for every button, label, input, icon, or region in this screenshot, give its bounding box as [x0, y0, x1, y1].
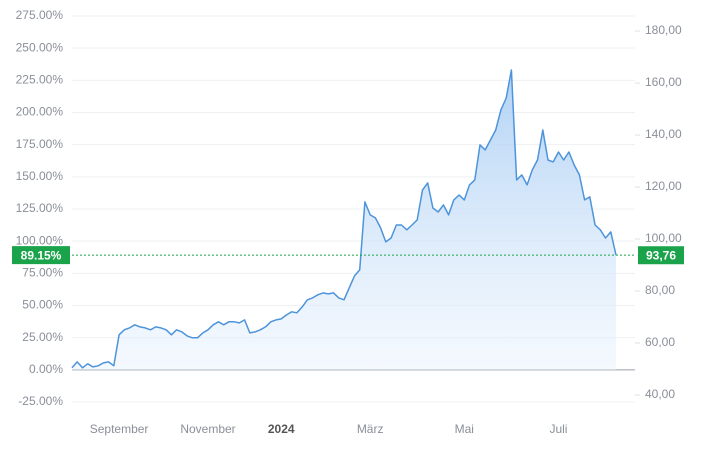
area — [72, 70, 616, 370]
y-tick-label: 275.00% — [16, 8, 64, 22]
y2-tick-label: 40,00 — [645, 387, 675, 401]
y-tick-label: 125.00% — [16, 201, 64, 215]
y-tick-label: 0.00% — [29, 362, 63, 376]
y-tick-label: 25.00% — [22, 330, 63, 344]
y2-tick-label: 180,00 — [645, 23, 682, 37]
x-tick-label: November — [180, 422, 235, 436]
y-tick-label: -25.00% — [18, 394, 63, 408]
last-change-label: 89.15% — [21, 248, 62, 262]
y2-tick-label: 60,00 — [645, 335, 675, 349]
x-tick-label: Mai — [455, 422, 474, 436]
line — [71, 69, 617, 369]
x-tick-label: Juli — [549, 422, 567, 436]
y-tick-label: 50.00% — [22, 298, 63, 312]
y2-tick-label: 100,00 — [645, 231, 682, 245]
y2-tick-label: 120,00 — [645, 179, 682, 193]
last-change-badge — [12, 246, 70, 265]
y-tick-label: 150.00% — [16, 169, 64, 183]
y-tick-label: 225.00% — [16, 73, 64, 87]
x-tick-label: September — [90, 422, 149, 436]
y-tick-label: 75.00% — [22, 266, 63, 280]
last-price-label: 93,76 — [646, 248, 676, 262]
x-tick-label: März — [357, 422, 384, 436]
x-tick-label: 2024 — [268, 422, 295, 436]
y2-tick-label: 160,00 — [645, 75, 682, 89]
y-tick-label: 200.00% — [16, 105, 64, 119]
y2-tick-label: 80,00 — [645, 283, 675, 297]
y-tick-label: 100.00% — [16, 233, 64, 247]
last-price-badge — [638, 246, 684, 265]
y-tick-label: 175.00% — [16, 137, 64, 151]
y-tick-label: 250.00% — [16, 40, 64, 54]
y2-tick-label: 140,00 — [645, 127, 682, 141]
